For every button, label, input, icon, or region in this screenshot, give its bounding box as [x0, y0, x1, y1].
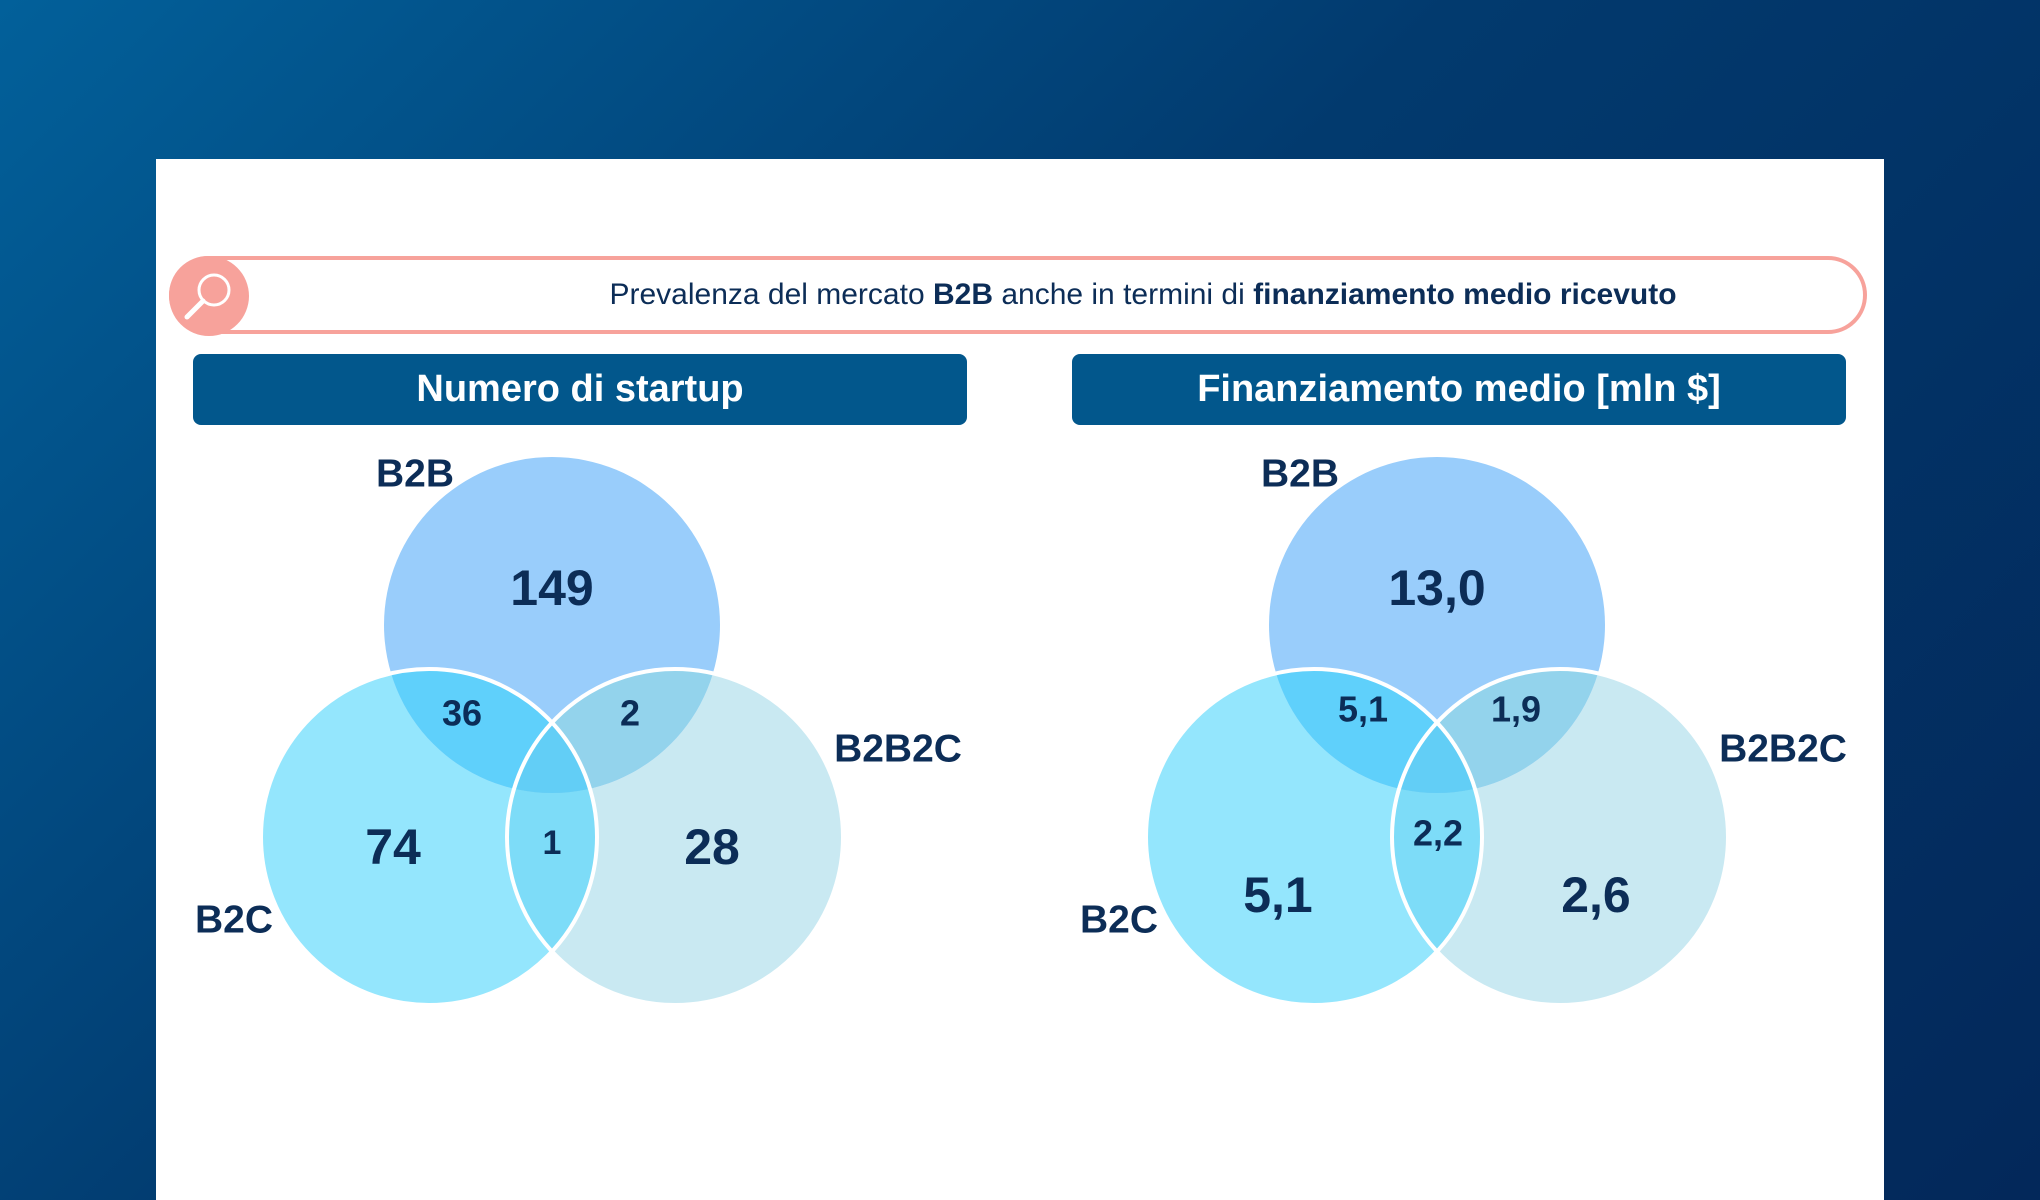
value-b2c: 5,1 — [1243, 867, 1313, 923]
value-b2b: 149 — [510, 560, 593, 616]
value-b2c-b2b2c: 2,2 — [1413, 813, 1463, 854]
value-b2b2c: 28 — [684, 819, 740, 875]
set-label-b2c: B2C — [195, 899, 273, 942]
value-b2b-b2b2c: 2 — [620, 693, 640, 734]
banner-bold-funding: finanziamento medio ricevuto — [1253, 278, 1677, 311]
value-b2b-b2b2c: 1,9 — [1491, 689, 1541, 730]
venn-0: B2B B2C B2B2C 149 36 2 1 74 28 — [195, 453, 962, 1007]
overlap-b2b-b2c — [384, 669, 597, 793]
set-label-b2b2c: B2B2C — [834, 728, 962, 771]
overlap-b2b-b2b2c — [507, 669, 720, 793]
magnifier-icon — [169, 256, 249, 336]
value-b2c-b2b2c: 1 — [543, 824, 562, 862]
venn-1: B2B B2C B2B2C 13,0 5,1 1,9 2,2 5,1 2,6 — [1080, 453, 1847, 1007]
value-b2b2c: 2,6 — [1561, 867, 1631, 923]
set-label-b2b: B2B — [376, 453, 454, 496]
insight-banner: Prevalenza del mercato B2B anche in term… — [169, 256, 1867, 334]
header-avg-funding: Finanziamento medio [mln $] — [1072, 354, 1846, 425]
banner-text-part: Prevalenza del mercato — [609, 278, 933, 311]
overlap-b2b-b2b2c — [1392, 669, 1605, 793]
value-b2b-b2c: 5,1 — [1338, 689, 1388, 730]
value-b2b: 13,0 — [1388, 560, 1485, 616]
set-label-b2c: B2C — [1080, 899, 1158, 942]
set-label-b2b2c: B2B2C — [1719, 728, 1847, 771]
set-label-b2b: B2B — [1261, 453, 1339, 496]
overlap-b2b-b2c — [1269, 669, 1482, 793]
banner-text-part: anche in termini di — [992, 278, 1254, 311]
banner-bold-b2b: B2B — [932, 278, 993, 311]
value-b2b-b2c: 36 — [442, 693, 482, 734]
banner-text: Prevalenza del mercato B2B anche in term… — [423, 260, 1863, 330]
header-startup-count: Numero di startup — [193, 354, 967, 425]
value-b2c: 74 — [365, 819, 421, 875]
